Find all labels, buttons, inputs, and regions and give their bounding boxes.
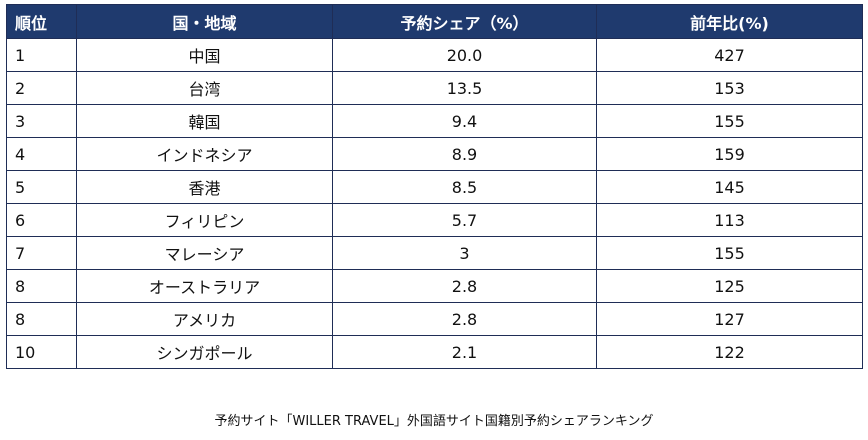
country-cell: 台湾 bbox=[76, 71, 333, 105]
share-cell: 20.0 bbox=[332, 38, 597, 72]
table-row: 3 韓国 9.4 155 bbox=[6, 104, 863, 138]
yoy-cell: 155 bbox=[596, 104, 863, 138]
yoy-cell: 122 bbox=[596, 335, 863, 369]
country-cell: インドネシア bbox=[76, 137, 333, 171]
rank-cell: 6 bbox=[6, 203, 77, 237]
share-cell: 13.5 bbox=[332, 71, 597, 105]
table-row: 2 台湾 13.5 153 bbox=[6, 71, 863, 105]
table-caption: 予約サイト「WILLER TRAVEL」外国語サイト国籍別予約シェアランキング bbox=[214, 414, 654, 429]
table-row: 4 インドネシア 8.9 159 bbox=[6, 137, 863, 171]
share-cell: 2.8 bbox=[332, 302, 597, 336]
header-rank: 順位 bbox=[6, 4, 77, 39]
country-cell: アメリカ bbox=[76, 302, 333, 336]
rank-cell: 7 bbox=[6, 236, 77, 270]
rank-cell: 10 bbox=[6, 335, 77, 369]
country-cell: マレーシア bbox=[76, 236, 333, 270]
country-cell: シンガポール bbox=[76, 335, 333, 369]
rank-cell: 3 bbox=[6, 104, 77, 138]
share-cell: 8.9 bbox=[332, 137, 597, 171]
yoy-cell: 145 bbox=[596, 170, 863, 204]
table-row: 1 中国 20.0 427 bbox=[6, 38, 863, 72]
header-yoy: 前年比(%) bbox=[596, 4, 863, 39]
yoy-cell: 113 bbox=[596, 203, 863, 237]
share-cell: 8.5 bbox=[332, 170, 597, 204]
rank-cell: 1 bbox=[6, 38, 77, 72]
table-row: 10 シンガポール 2.1 122 bbox=[6, 335, 863, 369]
table-header: 順位 国・地域 予約シェア（%） 前年比(%) bbox=[6, 4, 863, 39]
yoy-cell: 125 bbox=[596, 269, 863, 303]
table-row: 7 マレーシア 3 155 bbox=[6, 236, 863, 270]
ranking-table: 順位 国・地域 予約シェア（%） 前年比(%) 1 中国 20.0 427 2 台湾 13.… bbox=[6, 4, 863, 369]
table-row: 8 アメリカ 2.8 127 bbox=[6, 302, 863, 336]
country-cell: 韓国 bbox=[76, 104, 333, 138]
yoy-cell: 159 bbox=[596, 137, 863, 171]
header-country: 国・地域 bbox=[76, 4, 333, 39]
yoy-cell: 153 bbox=[596, 71, 863, 105]
share-cell: 2.1 bbox=[332, 335, 597, 369]
country-cell: 中国 bbox=[76, 38, 333, 72]
header-row: 順位 国・地域 予約シェア（%） 前年比(%) bbox=[6, 4, 863, 39]
rank-cell: 8 bbox=[6, 302, 77, 336]
table-row: 6 フィリピン 5.7 113 bbox=[6, 203, 863, 237]
share-cell: 2.8 bbox=[332, 269, 597, 303]
table-body: 1 中国 20.0 427 2 台湾 13.5 153 3 韓国 9.4 155 4 インドネシア 8.9 1… bbox=[6, 38, 863, 369]
share-cell: 9.4 bbox=[332, 104, 597, 138]
yoy-cell: 427 bbox=[596, 38, 863, 72]
rank-cell: 8 bbox=[6, 269, 77, 303]
rank-cell: 4 bbox=[6, 137, 77, 171]
yoy-cell: 155 bbox=[596, 236, 863, 270]
country-cell: オーストラリア bbox=[76, 269, 333, 303]
country-cell: 香港 bbox=[76, 170, 333, 204]
table-row: 5 香港 8.5 145 bbox=[6, 170, 863, 204]
share-cell: 5.7 bbox=[332, 203, 597, 237]
table-row: 8 オーストラリア 2.8 125 bbox=[6, 269, 863, 303]
header-share: 予約シェア（%） bbox=[332, 4, 597, 39]
rank-cell: 2 bbox=[6, 71, 77, 105]
rank-cell: 5 bbox=[6, 170, 77, 204]
country-cell: フィリピン bbox=[76, 203, 333, 237]
yoy-cell: 127 bbox=[596, 302, 863, 336]
share-cell: 3 bbox=[332, 236, 597, 270]
